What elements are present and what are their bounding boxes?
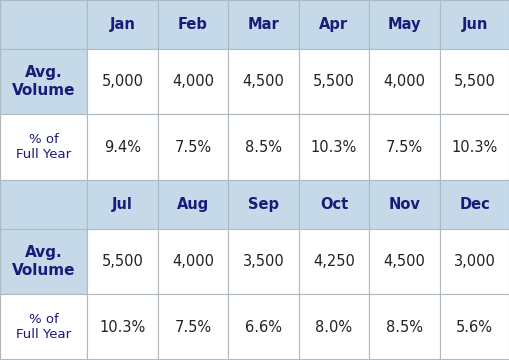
Bar [439, 294, 509, 360]
Text: Jul: Jul [112, 197, 133, 212]
Bar [439, 229, 509, 294]
Bar [157, 294, 228, 360]
Text: 3,500: 3,500 [242, 254, 284, 269]
Text: Jun: Jun [461, 17, 487, 32]
Bar [0, 49, 87, 114]
Text: 7.5%: 7.5% [385, 140, 422, 155]
Text: 10.3%: 10.3% [99, 320, 146, 335]
Text: 10.3%: 10.3% [310, 140, 356, 155]
Bar [87, 114, 157, 180]
Text: 5.6%: 5.6% [456, 320, 492, 335]
Bar [298, 0, 369, 49]
Bar [87, 49, 157, 114]
Bar [0, 114, 87, 180]
Bar [439, 114, 509, 180]
Bar [369, 294, 439, 360]
Text: 4,000: 4,000 [383, 74, 425, 89]
Text: 7.5%: 7.5% [174, 320, 211, 335]
Bar [298, 49, 369, 114]
Bar [228, 229, 298, 294]
Text: Nov: Nov [388, 197, 419, 212]
Text: Aug: Aug [177, 197, 209, 212]
Bar [439, 180, 509, 229]
Bar [228, 0, 298, 49]
Bar [157, 229, 228, 294]
Bar [157, 0, 228, 49]
Bar [87, 180, 157, 229]
Text: Apr: Apr [319, 17, 348, 32]
Bar [157, 49, 228, 114]
Text: Avg.
Volume: Avg. Volume [12, 66, 75, 98]
Text: 8.5%: 8.5% [244, 140, 281, 155]
Bar [0, 294, 87, 360]
Text: Jan: Jan [109, 17, 135, 32]
Bar [228, 294, 298, 360]
Bar [298, 114, 369, 180]
Text: 7.5%: 7.5% [174, 140, 211, 155]
Text: Avg.
Volume: Avg. Volume [12, 246, 75, 278]
Text: 8.5%: 8.5% [385, 320, 422, 335]
Bar [157, 180, 228, 229]
Text: 8.0%: 8.0% [315, 320, 352, 335]
Text: 10.3%: 10.3% [451, 140, 497, 155]
Text: 3,000: 3,000 [453, 254, 495, 269]
Bar [298, 180, 369, 229]
Bar [228, 180, 298, 229]
Text: Dec: Dec [459, 197, 489, 212]
Text: % of
Full Year: % of Full Year [16, 313, 71, 341]
Bar [87, 229, 157, 294]
Bar [298, 229, 369, 294]
Text: % of
Full Year: % of Full Year [16, 133, 71, 161]
Bar [369, 180, 439, 229]
Text: 6.6%: 6.6% [244, 320, 281, 335]
Bar [87, 0, 157, 49]
Text: 4,500: 4,500 [383, 254, 425, 269]
Text: 5,500: 5,500 [101, 254, 143, 269]
Text: 9.4%: 9.4% [104, 140, 141, 155]
Bar [439, 49, 509, 114]
Text: 5,500: 5,500 [453, 74, 495, 89]
Bar [0, 0, 87, 49]
Bar [228, 114, 298, 180]
Text: Mar: Mar [247, 17, 279, 32]
Bar [369, 0, 439, 49]
Bar [298, 294, 369, 360]
Bar [0, 229, 87, 294]
Text: Feb: Feb [178, 17, 208, 32]
Bar [0, 180, 87, 229]
Text: 5,500: 5,500 [313, 74, 354, 89]
Text: 4,000: 4,000 [172, 254, 214, 269]
Text: Sep: Sep [247, 197, 278, 212]
Bar [369, 114, 439, 180]
Bar [228, 49, 298, 114]
Text: 4,500: 4,500 [242, 74, 284, 89]
Text: May: May [387, 17, 420, 32]
Bar [369, 49, 439, 114]
Bar [157, 114, 228, 180]
Text: Oct: Oct [319, 197, 347, 212]
Bar [369, 229, 439, 294]
Bar [87, 294, 157, 360]
Text: 4,000: 4,000 [172, 74, 214, 89]
Text: 4,250: 4,250 [313, 254, 354, 269]
Text: 5,000: 5,000 [101, 74, 143, 89]
Bar [439, 0, 509, 49]
